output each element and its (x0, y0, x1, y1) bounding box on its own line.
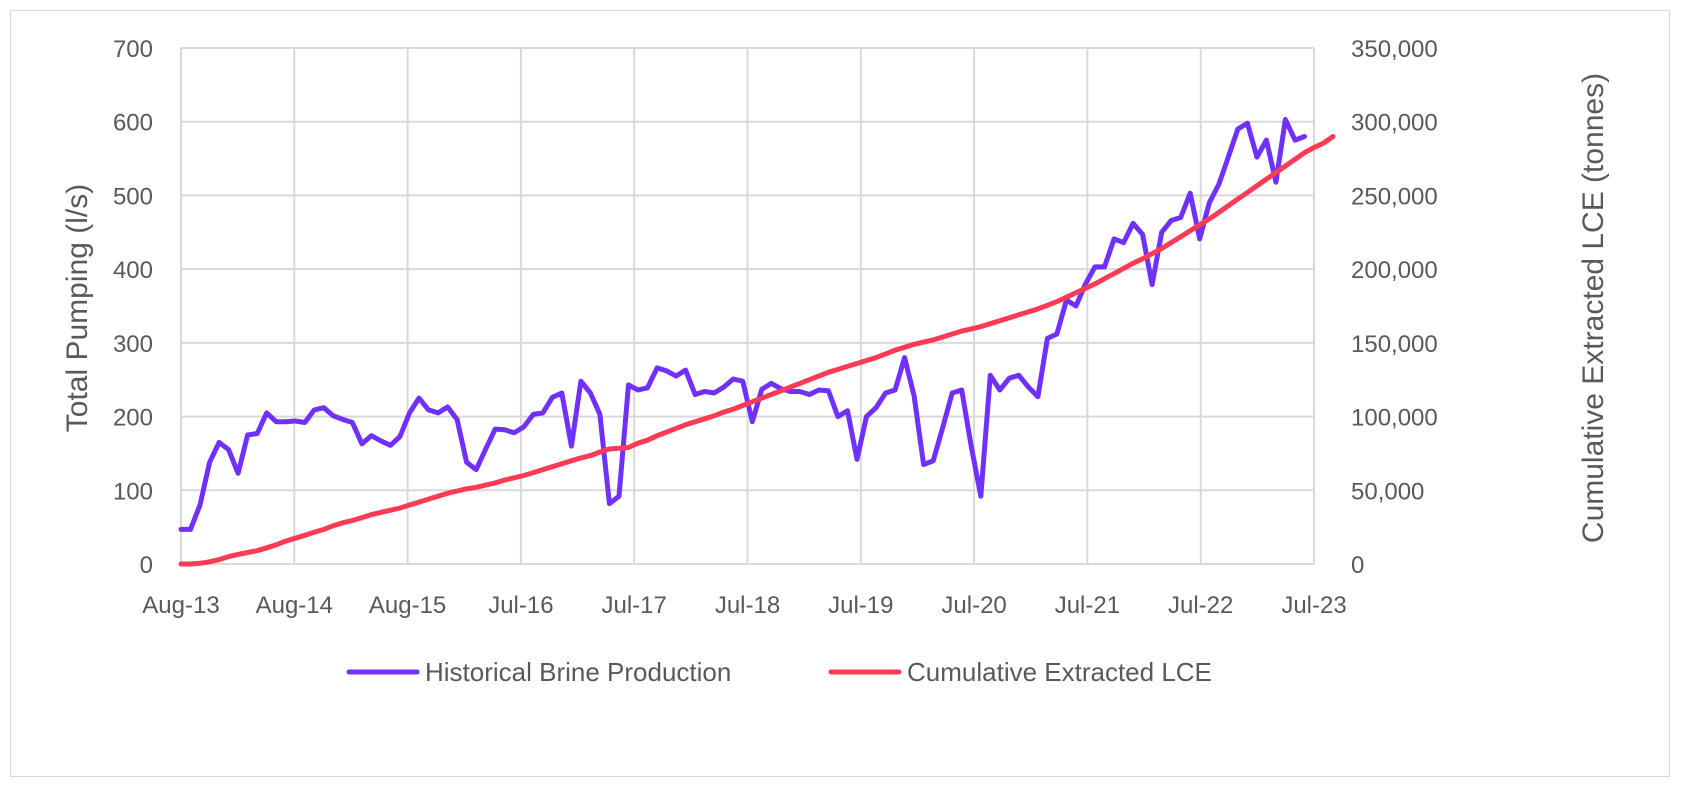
x-tick-label: Jul-23 (1281, 592, 1346, 619)
x-tick-label: Jul-16 (488, 592, 553, 619)
y-axis-title-right: Cumulative Extracted LCE (tonnes) (1577, 73, 1610, 543)
y-tick-label: 600 (113, 110, 153, 137)
x-tick-label: Aug-15 (369, 592, 446, 619)
x-tick-label: Jul-19 (828, 592, 893, 619)
y2-tick-label: 350,000 (1351, 36, 1438, 63)
y-axis-left: 0 100 200 300 400 500 600 700 (113, 36, 153, 579)
x-tick-label: Jul-20 (941, 592, 1006, 619)
y-tick-label: 700 (113, 36, 153, 63)
y2-tick-label: 100,000 (1351, 405, 1438, 432)
plot-lines (178, 117, 1336, 567)
line-chart: 0 100 200 300 400 500 600 700 0 50,000 100,000 150… (61, 36, 1610, 687)
series-line-cumulative-lce (178, 134, 1336, 567)
series-line-brine-production (178, 117, 1307, 532)
y2-tick-label: 0 (1351, 552, 1364, 579)
legend: Historical Brine Production Cumulative E… (346, 657, 1212, 687)
y2-tick-label: 200,000 (1351, 257, 1438, 284)
x-tick-label: Aug-14 (256, 592, 333, 619)
y-tick-label: 0 (140, 552, 153, 579)
legend-label-brine-production: Historical Brine Production (425, 657, 731, 687)
y-tick-label: 100 (113, 478, 153, 505)
x-tick-label: Aug-13 (142, 592, 219, 619)
y2-tick-label: 50,000 (1351, 478, 1424, 505)
x-axis: Aug-13 Aug-14 Aug-15 Jul-16 Jul-17 Jul-18 Jul-… (142, 592, 1346, 619)
y2-tick-label: 300,000 (1351, 110, 1438, 137)
y-axis-title-left: Total Pumping (l/s) (61, 184, 94, 432)
legend-label-cumulative-lce: Cumulative Extracted LCE (907, 657, 1212, 687)
y-tick-label: 300 (113, 331, 153, 358)
x-tick-label: Jul-22 (1168, 592, 1233, 619)
y2-tick-label: 250,000 (1351, 183, 1438, 210)
y-axis-right: 0 50,000 100,000 150,000 200,000 250,000 300,0… (1351, 36, 1438, 579)
chart-frame: 0 100 200 300 400 500 600 700 0 50,000 100,000 150… (10, 10, 1670, 777)
x-tick-label: Jul-18 (715, 592, 780, 619)
x-tick-label: Jul-21 (1055, 592, 1120, 619)
y2-tick-label: 150,000 (1351, 331, 1438, 358)
y-tick-label: 500 (113, 183, 153, 210)
x-tick-label: Jul-17 (602, 592, 667, 619)
y-tick-label: 400 (113, 257, 153, 284)
gridlines (180, 47, 1315, 565)
y-tick-label: 200 (113, 405, 153, 432)
